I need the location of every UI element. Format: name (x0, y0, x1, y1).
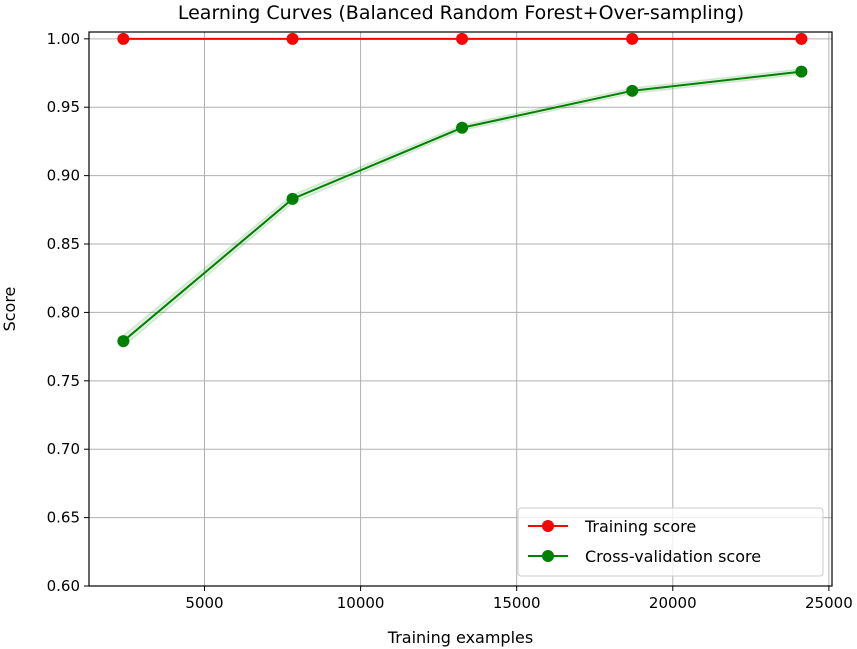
x-tick-label: 15000 (493, 594, 541, 612)
y-tick-label: 0.90 (47, 167, 80, 185)
x-tick-label: 10000 (337, 594, 385, 612)
series-points (117, 32, 808, 348)
chart-title: Learning Curves (Balanced Random Forest+… (178, 2, 744, 24)
legend-label: Cross-validation score (585, 547, 761, 566)
y-axis-label: Score (0, 287, 19, 332)
confidence-bands (122, 68, 803, 349)
x-tick-label: 5000 (185, 594, 223, 612)
data-point (286, 32, 299, 45)
grid-lines (89, 32, 832, 587)
y-tick-label: 0.65 (47, 509, 80, 527)
legend-box (517, 507, 824, 577)
legend-label: Training score (584, 517, 696, 536)
data-point (286, 192, 299, 205)
y-tick-label: 1.00 (47, 30, 80, 48)
data-point (117, 335, 130, 348)
data-point (795, 32, 808, 45)
x-axis-label: Training examples (387, 628, 533, 647)
data-point (626, 84, 639, 97)
plot-area-frame (88, 31, 833, 587)
legend-marker (542, 550, 554, 562)
confidence-band-1 (122, 68, 803, 349)
y-tick-label: 0.80 (47, 303, 80, 321)
data-point (795, 65, 808, 78)
data-point (117, 32, 130, 45)
y-tick-label: 0.85 (47, 235, 80, 253)
legend-marker (542, 520, 554, 532)
x-axis-ticks: 5000 10000 15000 20000 25000 (185, 586, 853, 612)
y-tick-label: 0.95 (47, 98, 80, 116)
y-axis-ticks: 0.60 0.65 0.70 0.75 0.80 0.85 0.90 0.95 1.00 (47, 30, 89, 595)
y-tick-label: 0.70 (47, 440, 80, 458)
data-point (456, 121, 469, 134)
y-tick-label: 0.75 (47, 372, 80, 390)
data-point (626, 32, 639, 45)
x-tick-label: 20000 (649, 594, 697, 612)
legend: Training score Cross-validation score (517, 507, 824, 577)
data-point (456, 32, 469, 45)
series-line-1 (122, 70, 802, 342)
series-lines (122, 37, 802, 342)
x-tick-label: 25000 (805, 594, 853, 612)
y-tick-label: 0.60 (47, 577, 80, 595)
